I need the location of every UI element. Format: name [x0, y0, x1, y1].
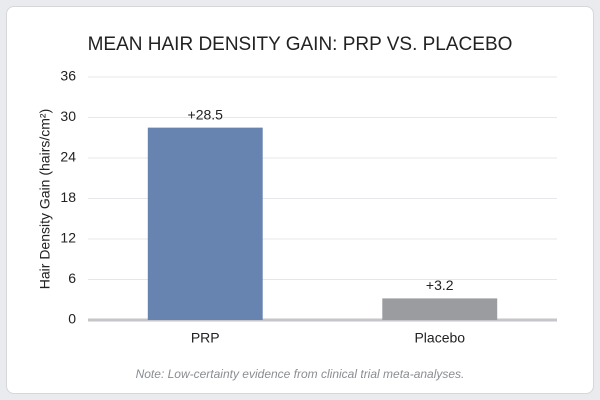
card [6, 6, 594, 394]
y-tick-label: 18 [60, 189, 76, 205]
x-tick-label: Placebo [414, 330, 465, 346]
bar [382, 298, 498, 320]
note: Note: Low-certainty evidence from clinic… [136, 367, 465, 381]
y-tick-label: 36 [60, 68, 76, 84]
x-tick-label: PRP [191, 330, 220, 346]
y-axis-label: Hair Density Gain (hairs/cm²) [37, 109, 53, 289]
y-tick-label: 0 [68, 311, 76, 327]
value-label: +28.5 [188, 106, 224, 122]
chart-title: MEAN HAIR DENSITY GAIN: PRP VS. PLACEBO [88, 34, 513, 55]
value-label: +3.2 [426, 277, 454, 293]
bar [147, 127, 263, 320]
y-tick-label: 12 [60, 230, 76, 246]
y-tick-label: 30 [60, 108, 76, 124]
y-tick-label: 24 [60, 149, 76, 165]
y-tick-label: 6 [68, 270, 76, 286]
